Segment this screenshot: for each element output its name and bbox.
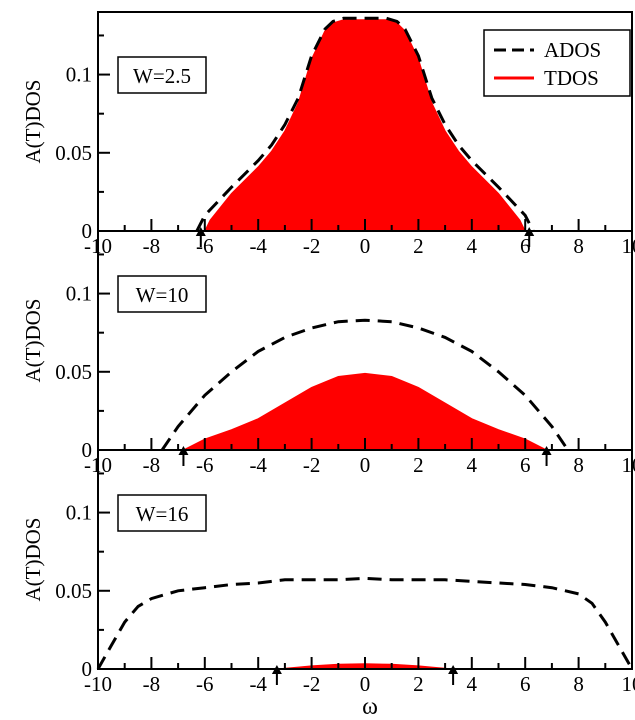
- x-tick-label-panel-1: -2: [303, 234, 321, 258]
- edge-arrow-panel-3: [271, 665, 282, 685]
- x-axis-label: ω: [362, 694, 378, 720]
- edge-arrow-panel-2: [178, 446, 189, 466]
- x-tick-label-panel-2: 2: [413, 453, 424, 477]
- x-tick-label-panel-3: -4: [249, 672, 267, 696]
- edge-arrow-panel-1: [195, 227, 206, 247]
- y-tick-label-panel-2: 0.05: [55, 360, 92, 384]
- x-tick-label-panel-2: 8: [573, 453, 584, 477]
- x-tick-label-panel-1: -4: [249, 234, 267, 258]
- x-tick-label-panel-3: 2: [413, 672, 424, 696]
- legend: ADOS TDOS: [483, 29, 631, 97]
- x-tick-label-panel-1: 2: [413, 234, 424, 258]
- y-tick-label-panel-1: 0.05: [55, 141, 92, 165]
- y-tick-label-panel-3: 0.05: [55, 579, 92, 603]
- tdos-area-panel-1: [204, 19, 526, 232]
- x-tick-label-panel-1: -8: [143, 234, 161, 258]
- x-tick-label-panel-2: 10: [622, 453, 635, 477]
- w-label-box-panel-2: [117, 275, 207, 313]
- y-tick-label-panel-1: 0: [82, 219, 93, 243]
- x-tick-label-panel-3: -8: [143, 672, 161, 696]
- x-tick-label-panel-1: 0: [360, 234, 371, 258]
- y-tick-label-panel-2: 0.1: [66, 282, 92, 306]
- y-axis-label-panel-3: A(T)DOS: [21, 518, 45, 602]
- x-tick-label-panel-3: -2: [303, 672, 321, 696]
- x-tick-label-panel-1: 10: [622, 234, 635, 258]
- edge-arrow-panel-3: [448, 665, 459, 685]
- panel-3: -10 -8 -6 -4 -2 0 2 4 6 8 10 0 0.05 0.1 A(T)DOS W=16: [21, 472, 635, 696]
- y-tick-label-panel-3: 0.1: [66, 501, 92, 525]
- x-tick-label-panel-2: -6: [196, 453, 214, 477]
- x-tick-label-panel-3: 6: [520, 672, 531, 696]
- ados-line-panel-1: [195, 16, 535, 232]
- x-tick-label-panel-1: 6: [520, 234, 531, 258]
- legend-label-tdos: TDOS: [544, 66, 599, 90]
- y-tick-label-panel-2: 0: [82, 438, 93, 462]
- y-axis-label-panel-2: A(T)DOS: [21, 299, 45, 383]
- y-tick-label-panel-3: 0: [82, 657, 93, 681]
- w-label-box-panel-3: [117, 494, 207, 532]
- x-tick-label-panel-3: -10: [84, 672, 112, 696]
- x-tick-label-panel-3: 8: [573, 672, 584, 696]
- x-tick-label-panel-3: 0: [360, 672, 371, 696]
- edge-arrow-panel-2: [541, 446, 552, 466]
- w-label-panel-2: W=10: [136, 283, 189, 307]
- x-tick-label-panel-2: -8: [143, 453, 161, 477]
- tdos-area-panel-2: [183, 372, 547, 451]
- x-tick-label-panel-2: -2: [303, 453, 321, 477]
- x-tick-label-panel-1: 4: [467, 234, 478, 258]
- y-tick-label-panel-1: 0.1: [66, 63, 92, 87]
- edge-arrow-panel-1: [524, 227, 535, 247]
- legend-label-ados: ADOS: [544, 38, 601, 62]
- ados-line-panel-3: [96, 576, 634, 670]
- x-tick-label-panel-1: -6: [196, 234, 214, 258]
- x-tick-label-panel-2: 4: [467, 453, 478, 477]
- ados-line-panel-2: [160, 318, 570, 451]
- legend-box: [483, 29, 631, 97]
- x-tick-label-panel-1: 8: [573, 234, 584, 258]
- x-tick-label-panel-2: 0: [360, 453, 371, 477]
- w-label-panel-3: W=16: [136, 502, 189, 526]
- x-tick-label-panel-3: -6: [196, 672, 214, 696]
- x-tick-label-panel-3: 10: [622, 672, 635, 696]
- y-axis-label-panel-1: A(T)DOS: [21, 80, 45, 164]
- w-label-box-panel-1: [117, 56, 207, 94]
- x-tick-label-panel-2: -4: [249, 453, 267, 477]
- w-label-panel-1: W=2.5: [133, 64, 191, 88]
- x-tick-label-panel-3: 4: [467, 672, 478, 696]
- x-tick-label-panel-2: 6: [520, 453, 531, 477]
